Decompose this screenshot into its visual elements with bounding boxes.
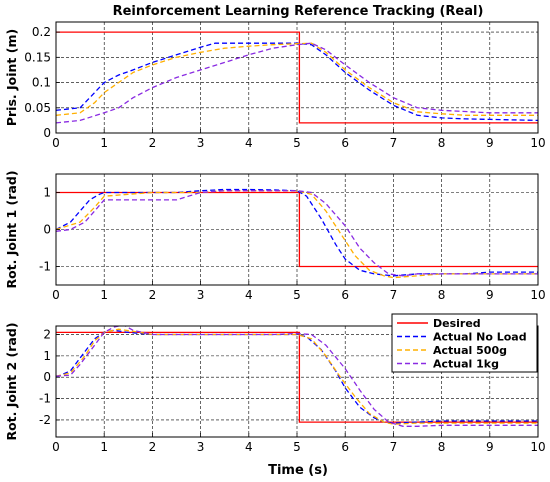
y-tick-label: -1 xyxy=(39,392,51,406)
x-tick-label: 8 xyxy=(438,288,446,302)
series-line-actual-1kg xyxy=(56,42,538,124)
x-tick-label: 7 xyxy=(390,440,398,454)
series-line-actual-1kg xyxy=(56,326,538,427)
x-tick-label: 3 xyxy=(197,288,205,302)
series-line-desired xyxy=(56,191,538,268)
panel-1: 0 1 2 3 4 5 6 7 8 9 10 0 0.05 0.1 0.15 0.2 Pris. Joint (… xyxy=(4,21,546,150)
y-tick-label: 0.05 xyxy=(24,101,51,115)
series-line-desired xyxy=(56,331,538,423)
y-tick-label: -2 xyxy=(39,413,51,427)
y-tick-label: 2 xyxy=(43,328,51,342)
x-tick-label: 0 xyxy=(52,288,60,302)
y-axis-label: Rot. Joint 2 (rad) xyxy=(4,322,19,440)
x-tick-label: 1 xyxy=(100,136,108,150)
x-tick-label: 6 xyxy=(341,288,349,302)
y-axis-label: Rot. Joint 1 (rad) xyxy=(4,170,19,288)
x-tick-label: 4 xyxy=(245,288,253,302)
legend-label: Actual 500g xyxy=(433,344,507,357)
y-tick-label: 0 xyxy=(43,370,51,384)
x-tick-label: 7 xyxy=(390,288,398,302)
x-tick-label: 2 xyxy=(149,136,157,150)
y-tick-label: 0.15 xyxy=(24,50,51,64)
y-tick-label: -1 xyxy=(39,260,51,274)
x-tick-label: 7 xyxy=(390,136,398,150)
x-tick-label: 6 xyxy=(341,136,349,150)
series-line-actual-500g xyxy=(56,42,538,116)
series-line-actual-500g xyxy=(56,190,538,279)
x-tick-label: 5 xyxy=(293,440,301,454)
x-tick-label: 2 xyxy=(149,288,157,302)
y-tick-label: 1 xyxy=(43,186,51,200)
x-tick-label: 10 xyxy=(530,136,545,150)
x-tick-label: 10 xyxy=(530,288,545,302)
y-tick-label: 0 xyxy=(43,223,51,237)
x-tick-label: 6 xyxy=(341,440,349,454)
series-line-actual-no-load xyxy=(56,188,538,277)
legend-label: Actual 1kg xyxy=(433,358,499,371)
series-line-actual-no-load xyxy=(56,42,538,122)
x-tick-label: 5 xyxy=(293,136,301,150)
x-tick-label: 1 xyxy=(100,440,108,454)
x-tick-label: 8 xyxy=(438,440,446,454)
series-line-desired xyxy=(56,31,538,124)
x-tick-label: 0 xyxy=(52,136,60,150)
x-tick-label: 9 xyxy=(486,136,494,150)
x-tick-label: 4 xyxy=(245,440,253,454)
x-tick-label: 3 xyxy=(197,440,205,454)
x-tick-label: 0 xyxy=(52,440,60,454)
x-tick-label: 8 xyxy=(438,136,446,150)
x-axis-label: Time (s) xyxy=(268,463,328,478)
x-tick-label: 3 xyxy=(197,136,205,150)
x-tick-label: 1 xyxy=(100,288,108,302)
x-tick-label: 10 xyxy=(530,440,545,454)
x-tick-label: 9 xyxy=(486,440,494,454)
legend-label: Desired xyxy=(433,317,481,330)
y-tick-label: 1 xyxy=(43,349,51,363)
y-tick-label: 0.2 xyxy=(32,25,51,39)
x-tick-label: 9 xyxy=(486,288,494,302)
y-axis-label: Pris. Joint (m) xyxy=(4,29,19,126)
y-tick-label: 0 xyxy=(43,126,51,140)
panel-3: 0 1 2 3 4 5 6 7 8 9 10 -2 -1 0 1 2 Rot. Joint 2 (rad) xyxy=(4,322,546,454)
figure-title: Reinforcement Learning Reference Trackin… xyxy=(113,4,484,19)
y-tick-label: 0.1 xyxy=(32,76,51,90)
x-tick-label: 2 xyxy=(149,440,157,454)
series-line-actual-1kg xyxy=(56,190,538,277)
x-tick-label: 5 xyxy=(293,288,301,302)
x-tick-label: 4 xyxy=(245,136,253,150)
legend-label: Actual No Load xyxy=(433,331,527,344)
